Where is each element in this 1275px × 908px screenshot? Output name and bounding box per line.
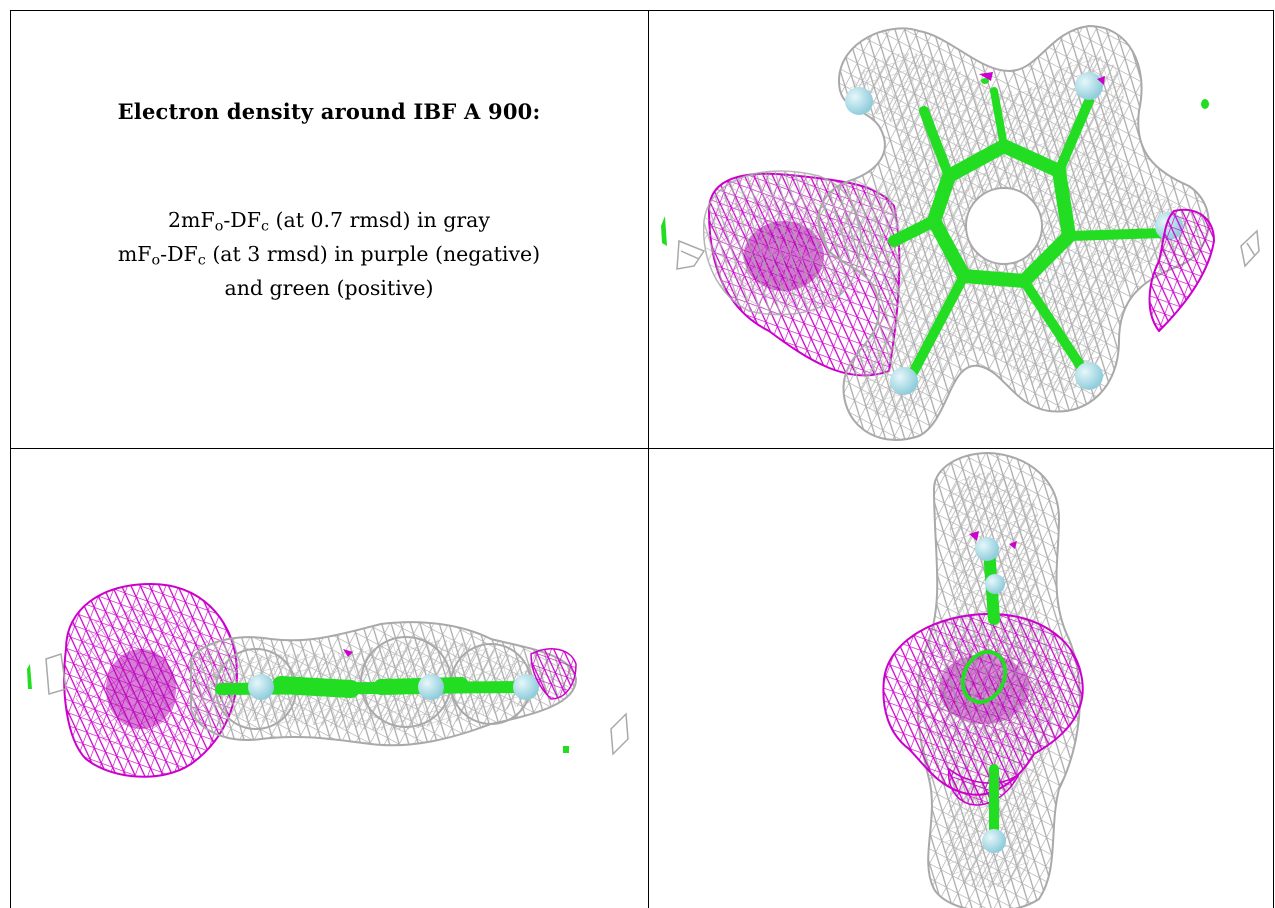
figure-title: Electron density around IBF A 900: bbox=[117, 99, 541, 124]
negative-peak-small bbox=[343, 649, 353, 657]
ligand-atoms bbox=[975, 537, 1006, 853]
table-right-border bbox=[1273, 10, 1274, 908]
ligand-atoms bbox=[845, 72, 1183, 395]
legend-line-2fofc: 2mFo-DFc (at 0.7 rmsd) in gray bbox=[167, 208, 490, 235]
negative-density-left bbox=[63, 582, 238, 778]
table-middle-border bbox=[10, 448, 1274, 449]
view-edge bbox=[649, 449, 1273, 908]
view-front bbox=[649, 11, 1273, 448]
positive-peak-left bbox=[661, 216, 667, 246]
negative-peak-small bbox=[1097, 76, 1105, 85]
positive-peak-left bbox=[27, 664, 32, 689]
density-gray-overlay bbox=[933, 627, 1039, 737]
negative-peak-top bbox=[979, 72, 993, 81]
gray-fragment-right bbox=[1240, 229, 1260, 268]
view-front-render bbox=[661, 24, 1260, 441]
negative-density-right bbox=[1148, 208, 1216, 333]
positive-peak-right bbox=[1201, 99, 1209, 109]
legend-text: 2mFo-DFc (at 0.7 rmsd) in gray mFo-DFc (… bbox=[10, 207, 648, 303]
ligand-ring-bonds bbox=[888, 87, 1169, 376]
view-side-render bbox=[27, 582, 629, 778]
ligand-atoms bbox=[248, 674, 539, 700]
table-left-border bbox=[10, 10, 11, 908]
view-side bbox=[11, 449, 648, 908]
table-center-divider bbox=[648, 10, 649, 908]
caption-cell: Electron density around IBF A 900: 2mFo-… bbox=[10, 11, 648, 448]
positive-peak-top bbox=[981, 78, 989, 84]
positive-peak-right bbox=[563, 746, 569, 753]
gray-fragment-left bbox=[676, 239, 706, 270]
gray-fragment-left bbox=[45, 653, 67, 695]
negative-peak-top bbox=[969, 531, 1017, 549]
density-gray-ring bbox=[817, 24, 1210, 441]
table-top-border bbox=[10, 10, 1274, 11]
view-edge-render bbox=[882, 452, 1084, 908]
legend-line-positive: and green (positive) bbox=[224, 276, 434, 301]
negative-density-right bbox=[530, 648, 577, 700]
legend-line-fofc: mFo-DFc (at 3 rmsd) in purple (negative) bbox=[117, 242, 541, 269]
gray-fragment-right bbox=[610, 712, 629, 756]
